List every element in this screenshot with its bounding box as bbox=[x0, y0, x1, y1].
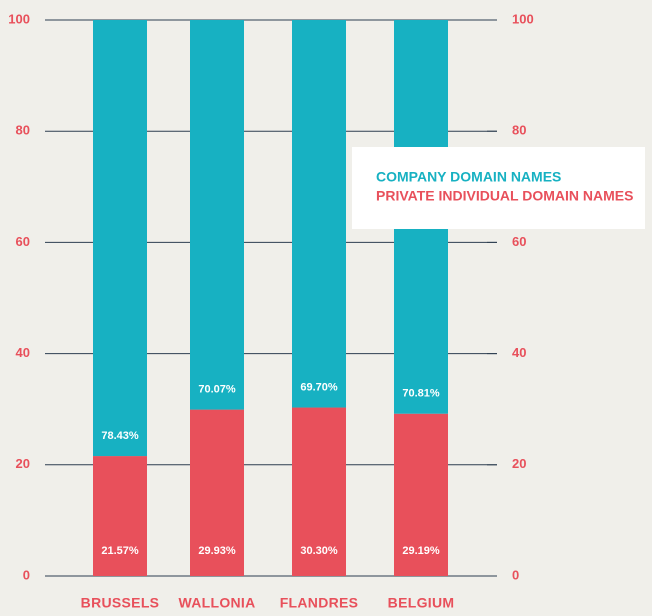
data-label: 30.30% bbox=[300, 545, 338, 557]
x-tick-label: FLANDRES bbox=[280, 595, 359, 611]
y2-tick-label: 20 bbox=[512, 456, 526, 471]
y2-tick-label: 100 bbox=[512, 11, 534, 26]
y-tick-label: 100 bbox=[8, 11, 30, 26]
bar-segment bbox=[93, 20, 147, 457]
data-label: 70.07% bbox=[198, 383, 236, 395]
legend-entry: COMPANY DOMAIN NAMES bbox=[376, 169, 561, 185]
legend-box bbox=[352, 147, 645, 229]
data-label: 29.93% bbox=[198, 545, 236, 557]
y-tick-label: 20 bbox=[16, 456, 30, 471]
x-tick-label: BELGIUM bbox=[388, 595, 455, 611]
bar-segment bbox=[292, 407, 346, 576]
y2-tick-label: 60 bbox=[512, 234, 526, 249]
bar-segment bbox=[292, 20, 346, 408]
data-label: 70.81% bbox=[402, 388, 440, 400]
y2-tick-label: 40 bbox=[512, 345, 526, 360]
y-tick-label: 60 bbox=[16, 234, 30, 249]
data-label: 78.43% bbox=[101, 430, 139, 442]
data-label: 69.70% bbox=[300, 381, 338, 393]
x-tick-label: BRUSSELS bbox=[81, 595, 160, 611]
bar-segment bbox=[93, 456, 147, 576]
bar-segment bbox=[190, 409, 244, 576]
data-label: 21.57% bbox=[101, 545, 139, 557]
bar-segment bbox=[394, 413, 448, 576]
y-tick-label: 80 bbox=[16, 123, 30, 138]
y2-tick-label: 80 bbox=[512, 123, 526, 138]
y-tick-label: 0 bbox=[23, 567, 30, 582]
legend-entry: PRIVATE INDIVIDUAL DOMAIN NAMES bbox=[376, 188, 633, 204]
y2-tick-label: 0 bbox=[512, 567, 519, 582]
data-label: 29.19% bbox=[402, 545, 440, 557]
y-tick-label: 40 bbox=[16, 345, 30, 360]
x-tick-label: WALLONIA bbox=[178, 595, 255, 611]
bar-segment bbox=[190, 20, 244, 410]
